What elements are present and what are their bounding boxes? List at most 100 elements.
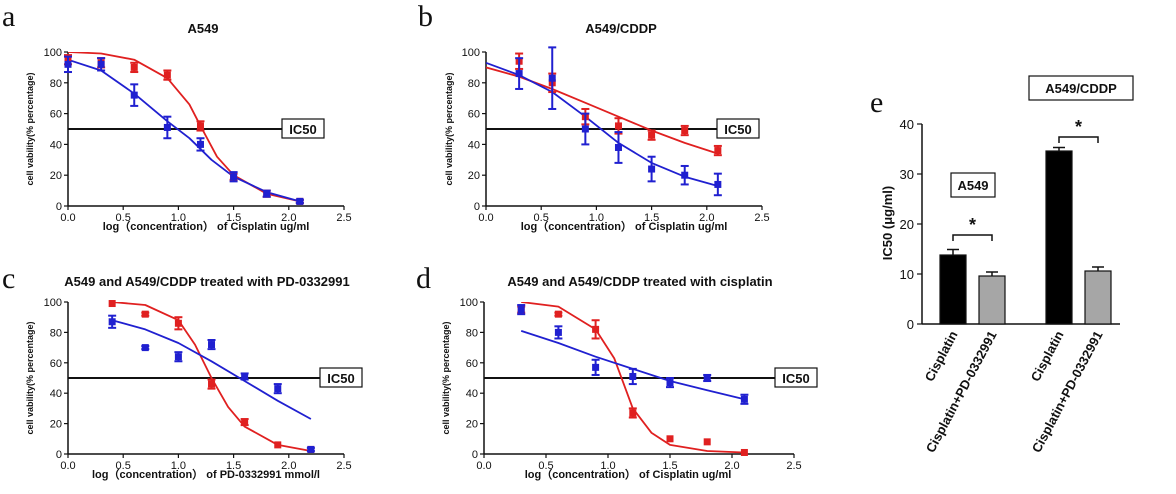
- panel-c-data-point-series-1: [274, 441, 282, 449]
- panel-a-y-tick-label: 0: [56, 201, 62, 213]
- panel-c-y-tick-label: 0: [56, 449, 62, 461]
- panel-a-data-point-series-2: [230, 173, 238, 181]
- panel-e-significance-bracket: [952, 234, 993, 241]
- panel-c-data-point-series-1: [241, 418, 249, 426]
- panel-c-data-point-series-2: [208, 341, 216, 349]
- panel-d-fit-curve-series-2: [520, 330, 745, 401]
- panel-b-y-tick-label: 0: [474, 201, 480, 213]
- panel-d-data-point-series-1: [554, 310, 562, 318]
- panel-d-data-point-series-1: [740, 448, 748, 456]
- panel-b-title: A549/CDDP: [585, 21, 657, 36]
- panel-d-data-point-series-1: [703, 438, 711, 446]
- panel-e-y-tick-label: 20: [900, 217, 914, 232]
- panel-b-x-tick-label: 1.0: [589, 212, 604, 224]
- panel-b-y-tick-label: 60: [468, 109, 480, 121]
- panel-b-data-point-series-1: [648, 131, 656, 139]
- panel-c-data-point-series-2: [108, 318, 116, 326]
- panel-a-y-tick-label: 100: [44, 47, 62, 59]
- panel-b-y-tick-label: 40: [468, 139, 480, 151]
- panel-d-data-point-series-1: [592, 325, 600, 333]
- panel-e-significance-star: *: [1075, 117, 1082, 137]
- panel-e-significance-bracket: [1058, 136, 1099, 143]
- panel-b-data-point-series-2: [548, 74, 556, 82]
- panel-d-data-point-series-1: [666, 435, 674, 443]
- panel-b-points: [515, 46, 722, 197]
- panel-b-x-tick-label: 2.5: [754, 212, 769, 224]
- panel-c-fit-curve-series-1: [112, 302, 312, 452]
- panel-e-group-a549: A549: [957, 178, 988, 193]
- panel-b-fit-curve-series-1: [486, 66, 719, 155]
- panel-letter-e: e: [870, 86, 883, 119]
- panel-e-bars: [939, 146, 1112, 325]
- panel-c-x-tick-label: 2.0: [281, 460, 296, 472]
- panel-e-y-tick-label: 40: [900, 117, 914, 132]
- panel-c-x-tick-label: 0.5: [116, 460, 131, 472]
- panel-d-y-tick-label: 20: [466, 419, 478, 431]
- panel-c: A549 and A549/CDDP treated with PD-03329…: [25, 274, 363, 481]
- panel-c-data-point-series-1: [208, 380, 216, 388]
- panel-a-data-point-series-1: [163, 71, 171, 79]
- panel-b-x-axis-label: log（concentration） of Cisplatin ug/ml: [521, 220, 728, 233]
- panel-a-data-point-series-2: [130, 91, 138, 99]
- panel-a-y-tick-label: 20: [50, 170, 62, 182]
- panel-d-y-tick-label: 80: [466, 327, 478, 339]
- panel-c-x-tick-label: 1.5: [226, 460, 241, 472]
- panel-d-x-tick-label: 2.0: [724, 460, 739, 472]
- panel-a-fit-curve-series-1: [68, 52, 301, 203]
- panel-c-y-axis-label: cell vability(% percentage): [25, 321, 35, 434]
- panel-d-y-tick-label: 0: [472, 449, 478, 461]
- panel-d-title: A549 and A549/CDDP treated with cisplati…: [507, 274, 772, 289]
- panel-d-data-point-series-2: [740, 395, 748, 403]
- panel-c-title: A549 and A549/CDDP treated with PD-03329…: [64, 274, 349, 289]
- panel-letter-b: b: [418, 0, 433, 33]
- panel-a-x-tick-label: 2.0: [281, 212, 296, 224]
- panel-b-y-axis-label: cell vability(% percentage): [444, 72, 454, 185]
- panel-e-group-a549-cddp: A549/CDDP: [1045, 81, 1117, 96]
- panel-c-data-point-series-2: [141, 344, 149, 352]
- panel-b-fit-curve-series-2: [486, 61, 719, 187]
- panel-c-y-tick-label: 80: [50, 327, 62, 339]
- panel-c-data-point-series-2: [307, 445, 315, 453]
- panel-d-data-point-series-2: [666, 379, 674, 387]
- panel-c-y-tick-label: 20: [50, 419, 62, 431]
- panel-e-bar: [1084, 270, 1112, 325]
- panel-d-ic50-label: IC50: [782, 371, 809, 386]
- panel-a-x-tick-label: 2.5: [336, 212, 351, 224]
- panel-b-x-tick-label: 2.0: [699, 212, 714, 224]
- panel-e-bar: [1045, 150, 1073, 325]
- panel-a-title: A549: [187, 21, 218, 36]
- panel-c-x-axis-label: log（concentration） of PD-0332991 mmol/l: [92, 468, 320, 481]
- panel-c-points: [108, 300, 315, 453]
- panel-d-x-tick-label: 1.0: [600, 460, 615, 472]
- panel-c-curves: [111, 302, 312, 452]
- panel-b-y-tick-label: 20: [468, 170, 480, 182]
- panel-d-data-point-series-2: [703, 374, 711, 382]
- panel-b-data-point-series-2: [515, 70, 523, 78]
- panel-d-y-tick-label: 100: [460, 297, 478, 309]
- panel-b-data-point-series-2: [614, 143, 622, 151]
- panel-c-data-point-series-1: [174, 319, 182, 327]
- panel-a-data-point-series-2: [296, 197, 304, 205]
- panel-d-points: [517, 304, 749, 456]
- panel-d-y-tick-label: 40: [466, 388, 478, 400]
- panel-e-y-tick-label: 30: [900, 167, 914, 182]
- panel-a-y-axis-label: cell vability(% percentage): [25, 72, 35, 185]
- panel-b-y-tick-label: 80: [468, 78, 480, 90]
- panel-a-data-point-series-2: [163, 123, 171, 131]
- panel-b-data-point-series-1: [714, 147, 722, 155]
- panel-c-ic50-label: IC50: [327, 371, 354, 386]
- panel-b-ic50-box: IC50: [716, 118, 760, 139]
- panel-d-ticks: 0.0 0.5 1.0 1.5 2.0 2.5 0 20 40 60 80 100: [460, 297, 802, 472]
- panel-e-ticks: 0 10 20 30 40: [900, 117, 1120, 332]
- panel-a-curves: [68, 52, 301, 203]
- panel-e-bar: [978, 275, 1006, 325]
- panel-d-data-point-series-2: [629, 372, 637, 380]
- panel-c-x-tick-label: 0.0: [60, 460, 75, 472]
- panel-a-data-point-series-1: [196, 122, 204, 130]
- panel-d-x-tick-label: 2.5: [786, 460, 801, 472]
- panel-e-groups: A549 A549/CDDP: [950, 75, 1134, 198]
- panel-c-y-tick-label: 100: [44, 297, 62, 309]
- panel-a-y-tick-label: 40: [50, 139, 62, 151]
